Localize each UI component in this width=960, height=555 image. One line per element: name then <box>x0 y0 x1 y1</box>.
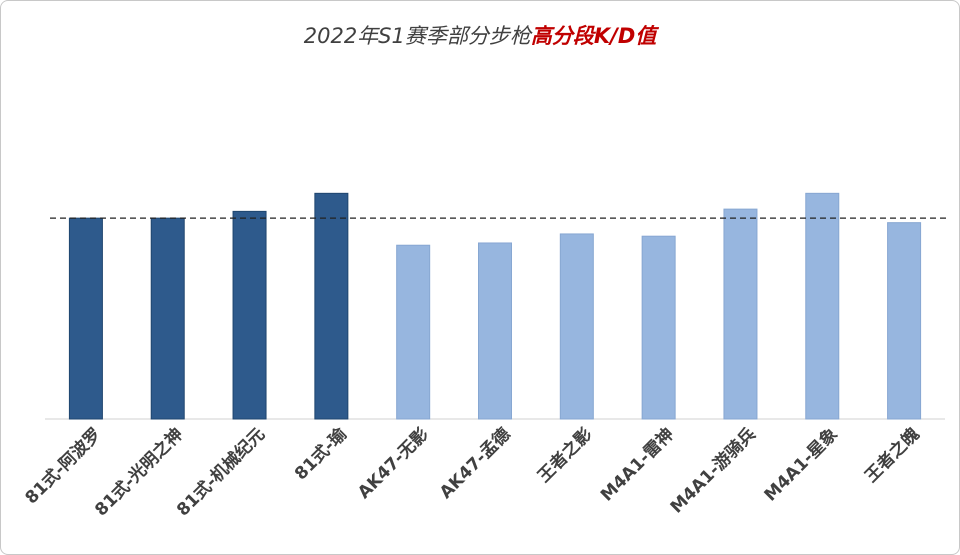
x-tick-label-6: AK47-孟德 <box>435 424 514 503</box>
title-highlight: 高分段K/D值 <box>530 24 657 48</box>
x-tick-label-11: 王者之魄 <box>861 424 924 487</box>
x-tick-label-5: AK47-无影 <box>354 424 433 503</box>
x-tick-label-10: M4A1-星象 <box>760 424 842 506</box>
bar-5 <box>396 244 431 420</box>
bar-4 <box>314 192 349 420</box>
bar-9 <box>723 208 758 420</box>
x-tick-label-7: 王者之影 <box>533 424 596 487</box>
bar-8 <box>641 235 676 420</box>
bar-3 <box>232 210 267 420</box>
x-tick-label-4: 81式-瑜 <box>290 423 351 484</box>
bar-11 <box>887 222 922 420</box>
bar-1 <box>68 217 103 420</box>
x-tick-label-1: 81式-阿波罗 <box>21 424 106 509</box>
chart-title: 2022年S1赛季部分步枪高分段K/D值 <box>0 20 960 50</box>
bar-6 <box>478 242 512 420</box>
x-tick-label-9: M4A1-游骑兵 <box>666 424 760 518</box>
x-tick-label-8: M4A1-雷神 <box>596 424 678 506</box>
title-prefix: 2022年S1赛季部分步枪 <box>303 24 531 48</box>
bar-7 <box>559 233 594 420</box>
bar-10 <box>805 192 840 420</box>
bar-2 <box>150 217 185 420</box>
